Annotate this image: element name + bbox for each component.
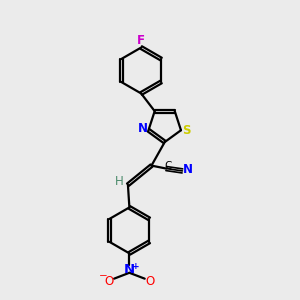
Text: N: N xyxy=(124,263,135,276)
Text: S: S xyxy=(182,124,190,137)
Text: O: O xyxy=(104,274,113,287)
Text: C: C xyxy=(164,160,171,171)
Text: N: N xyxy=(138,122,148,135)
Text: F: F xyxy=(137,34,145,47)
Text: −: − xyxy=(98,271,107,281)
Text: O: O xyxy=(146,274,154,287)
Text: N: N xyxy=(183,163,193,176)
Text: +: + xyxy=(132,262,140,271)
Text: H: H xyxy=(115,175,124,188)
